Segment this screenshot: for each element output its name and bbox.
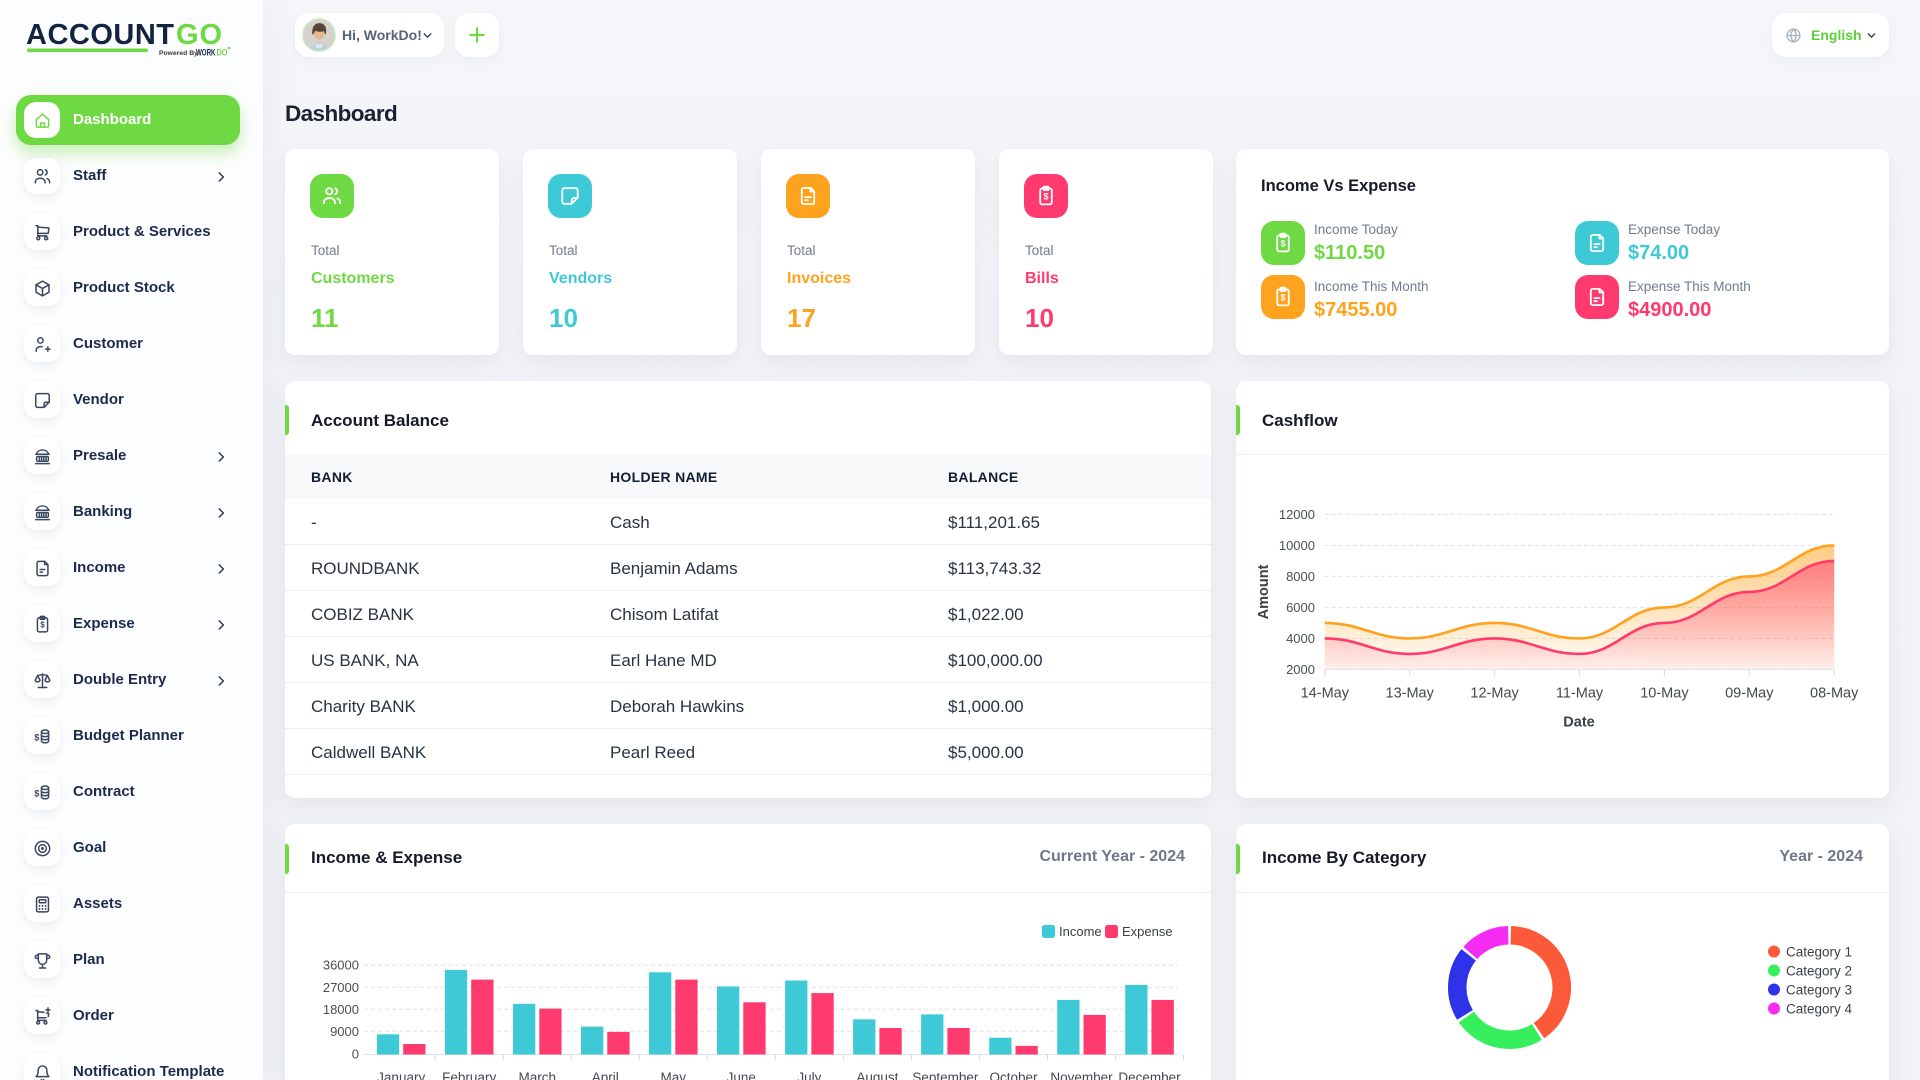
svg-text:6000: 6000	[1286, 600, 1315, 615]
svg-text:8000: 8000	[1286, 569, 1315, 584]
svg-text:13-May: 13-May	[1386, 685, 1435, 701]
svg-text:Date: Date	[1563, 714, 1594, 730]
svg-text:0: 0	[352, 1047, 359, 1062]
svg-text:36000: 36000	[323, 958, 359, 973]
svg-text:27000: 27000	[323, 980, 359, 995]
svg-text:10-May: 10-May	[1640, 685, 1689, 701]
svg-text:Category 1: Category 1	[1786, 944, 1852, 959]
svg-text:$: $	[34, 732, 39, 742]
svg-text:Expense: Expense	[1122, 924, 1173, 939]
svg-text:10000: 10000	[1279, 538, 1315, 553]
svg-text:12000: 12000	[1279, 507, 1315, 522]
svg-text:Category 4: Category 4	[1786, 1001, 1853, 1016]
svg-text:April: April	[592, 1070, 619, 1080]
svg-text:February: February	[442, 1070, 496, 1080]
svg-text:Income: Income	[1059, 924, 1102, 939]
svg-text:$: $	[34, 788, 39, 798]
svg-text:March: March	[519, 1070, 557, 1080]
svg-text:14-May: 14-May	[1301, 685, 1350, 701]
svg-text:Category 2: Category 2	[1786, 963, 1852, 978]
svg-text:WORK: WORK	[196, 48, 216, 58]
svg-text:11-May: 11-May	[1556, 685, 1604, 701]
svg-text:Category 3: Category 3	[1786, 982, 1852, 997]
svg-text:08-May: 08-May	[1810, 685, 1859, 701]
svg-text:Powered By: Powered By	[159, 50, 198, 57]
svg-text:2000: 2000	[1286, 662, 1315, 677]
svg-text:$: $	[1280, 239, 1285, 249]
svg-text:July: July	[797, 1070, 821, 1080]
svg-text:12-May: 12-May	[1470, 685, 1519, 701]
svg-text:4000: 4000	[1286, 631, 1315, 646]
svg-text:DO: DO	[217, 48, 228, 58]
svg-text:Amount: Amount	[1256, 564, 1272, 619]
svg-text:GO: GO	[176, 19, 222, 51]
svg-text:$: $	[40, 620, 45, 629]
svg-text:May: May	[661, 1070, 687, 1080]
svg-text:ACCOUNT: ACCOUNT	[26, 19, 174, 51]
svg-text:January: January	[377, 1070, 425, 1080]
svg-text:December: December	[1118, 1070, 1181, 1080]
svg-text:October: October	[989, 1070, 1038, 1080]
svg-text:9000: 9000	[330, 1024, 359, 1039]
svg-text:June: June	[727, 1070, 756, 1080]
svg-text:$: $	[1043, 192, 1048, 202]
svg-text:August: August	[856, 1070, 898, 1080]
svg-text:18000: 18000	[323, 1002, 359, 1017]
svg-text:September: September	[912, 1070, 979, 1080]
svg-text:09-May: 09-May	[1725, 685, 1774, 701]
svg-text:$: $	[1280, 293, 1285, 303]
svg-text:November: November	[1050, 1070, 1113, 1080]
